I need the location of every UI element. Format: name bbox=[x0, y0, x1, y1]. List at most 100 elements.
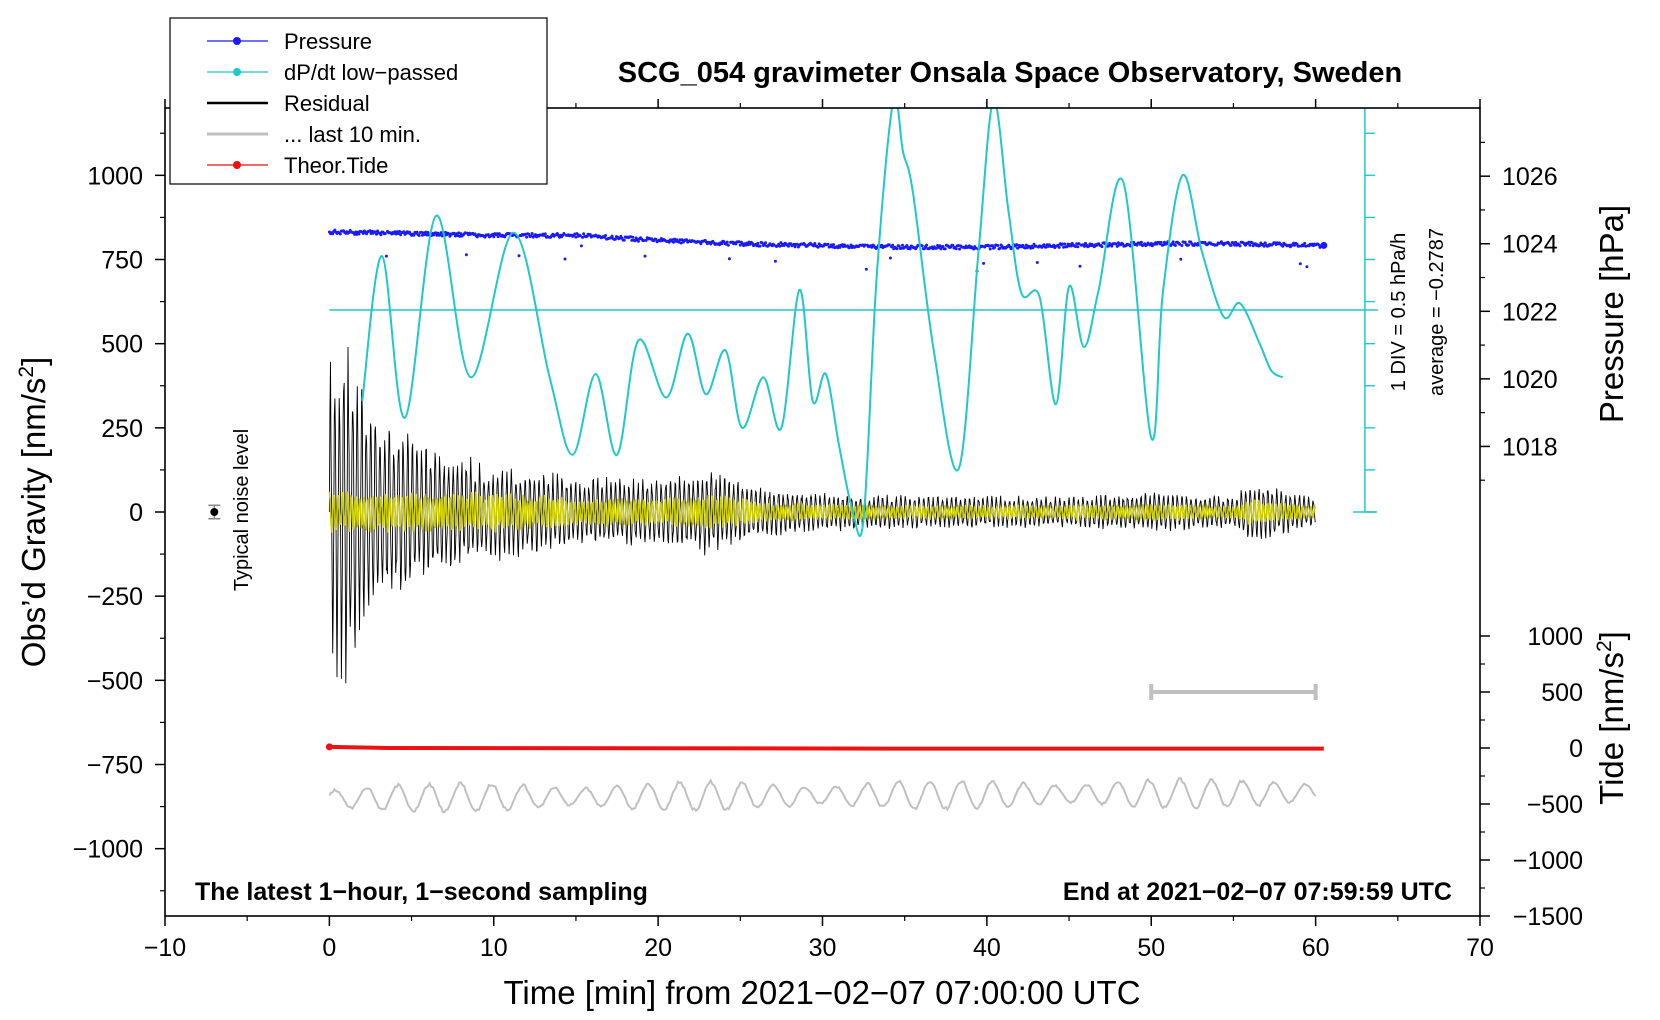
chart-title: SCG_054 gravimeter Onsala Space Observat… bbox=[618, 57, 1402, 89]
pressure-point bbox=[1179, 257, 1183, 261]
pressure-point bbox=[1023, 246, 1027, 250]
pressure-point bbox=[1233, 243, 1236, 247]
legend-label: Theor.Tide bbox=[284, 153, 388, 178]
pressure-point bbox=[563, 257, 567, 261]
pressure-point bbox=[764, 241, 767, 245]
pressure-point bbox=[943, 247, 947, 251]
y-left-tick-label: 250 bbox=[101, 415, 143, 443]
y-pressure-tick-label: 1020 bbox=[1502, 366, 1558, 394]
y-axis-title-tide: Tide [nm/s2] bbox=[1593, 631, 1630, 805]
y-left-tick-label: −750 bbox=[87, 752, 143, 780]
legend-label: ... last 10 min. bbox=[284, 122, 421, 147]
pressure-point bbox=[1100, 245, 1104, 249]
pressure-point bbox=[417, 234, 421, 237]
pressure-point bbox=[905, 244, 909, 247]
pressure-point bbox=[773, 259, 777, 263]
y-axis-title-left-main: Obs’d Gravity [nm/s bbox=[15, 378, 52, 668]
y-axis-title-tide-main: Tide [nm/s bbox=[1593, 652, 1630, 805]
pressure-point bbox=[654, 237, 658, 241]
legend-marker bbox=[233, 37, 241, 45]
y-axis-title-pressure: Pressure [hPa] bbox=[1593, 205, 1630, 423]
y-pressure-tick-label: 1018 bbox=[1502, 433, 1558, 461]
pressure-point bbox=[486, 233, 490, 237]
pressure-point bbox=[622, 238, 626, 242]
x-tick-label: 10 bbox=[480, 934, 508, 962]
pressure-point bbox=[939, 247, 943, 251]
pressure-point bbox=[630, 238, 634, 242]
pressure-point bbox=[452, 232, 456, 235]
pressure-point bbox=[459, 232, 463, 236]
theor-tide-start-marker bbox=[325, 743, 333, 751]
pressure-point bbox=[1183, 240, 1187, 244]
x-tick-label: −10 bbox=[144, 934, 186, 962]
x-tick-label: 0 bbox=[322, 934, 336, 962]
y-tide-tick-label: −1500 bbox=[1513, 903, 1583, 931]
pressure-end-marker bbox=[1320, 241, 1328, 249]
pressure-point bbox=[720, 242, 724, 246]
pressure-point bbox=[1178, 242, 1182, 246]
pressure-point bbox=[982, 261, 986, 265]
pressure-point bbox=[832, 243, 835, 247]
pressure-point bbox=[958, 247, 961, 251]
pressure-point bbox=[525, 235, 529, 239]
legend: Pressure dP/dt low−passed Residual ... last… bbox=[169, 17, 548, 185]
pressure-point bbox=[738, 243, 742, 247]
pressure-point bbox=[793, 245, 797, 249]
pressure-point bbox=[941, 245, 945, 248]
pressure-point bbox=[1074, 245, 1078, 248]
pressure-point bbox=[779, 241, 783, 245]
pressure-point bbox=[1234, 240, 1238, 244]
y-left-tick-label: 750 bbox=[101, 247, 143, 275]
pressure-point bbox=[575, 232, 579, 236]
legend-label: Pressure bbox=[284, 29, 372, 54]
pressure-point bbox=[849, 243, 853, 247]
pressure-point bbox=[581, 235, 584, 239]
pressure-point bbox=[987, 244, 991, 248]
pressure-point bbox=[402, 230, 406, 234]
pressure-point bbox=[925, 243, 929, 247]
pressure-point bbox=[897, 244, 901, 248]
pressure-point bbox=[1298, 262, 1302, 266]
pressure-point bbox=[758, 244, 762, 248]
legend-marker bbox=[233, 68, 241, 76]
legend-label: Residual bbox=[284, 91, 370, 116]
pressure-point bbox=[1061, 242, 1064, 246]
pressure-point bbox=[475, 235, 479, 239]
footer-right-note: End at 2021−02−07 07:59:59 UTC bbox=[1063, 878, 1452, 906]
pressure-point bbox=[1076, 245, 1080, 249]
pressure-point bbox=[792, 242, 796, 246]
pressure-point bbox=[1075, 242, 1079, 246]
pressure-point bbox=[439, 231, 443, 235]
pressure-point bbox=[899, 246, 903, 250]
pressure-point bbox=[887, 243, 891, 247]
pressure-point bbox=[543, 232, 547, 236]
y-pressure-tick-label: 1024 bbox=[1502, 231, 1558, 259]
y-tide-tick-label: 500 bbox=[1541, 679, 1583, 707]
pressure-point bbox=[1114, 242, 1118, 246]
legend-box bbox=[169, 17, 548, 185]
pressure-point bbox=[496, 235, 500, 239]
pressure-point bbox=[464, 253, 468, 257]
y-tide-tick-label: 1000 bbox=[1527, 623, 1583, 651]
pressure-point bbox=[1063, 242, 1067, 246]
pressure-point bbox=[1078, 264, 1082, 268]
y-axis-title-left-tail: ] bbox=[15, 357, 52, 366]
pressure-point bbox=[610, 234, 614, 238]
pressure-point bbox=[1016, 246, 1020, 250]
pressure-point bbox=[412, 233, 416, 237]
x-axis-title: Time [min] from 2021−02−07 07:00:00 UTC bbox=[503, 974, 1140, 1011]
pressure-point bbox=[383, 232, 387, 235]
y-tide-tick-label: 0 bbox=[1569, 735, 1583, 763]
pressure-point bbox=[604, 234, 607, 237]
pressure-point bbox=[1250, 241, 1254, 245]
dpdt-scale-note: 1 DIV = 0.5 hPa/h bbox=[1388, 233, 1410, 391]
pressure-point bbox=[990, 244, 994, 248]
pressure-point bbox=[699, 242, 703, 246]
noise-marker bbox=[210, 508, 219, 516]
pressure-point bbox=[760, 241, 764, 245]
pressure-point bbox=[1035, 261, 1039, 264]
pressure-point bbox=[636, 239, 640, 243]
pressure-point bbox=[415, 230, 419, 234]
pressure-point bbox=[826, 242, 830, 246]
legend-marker bbox=[233, 161, 241, 169]
